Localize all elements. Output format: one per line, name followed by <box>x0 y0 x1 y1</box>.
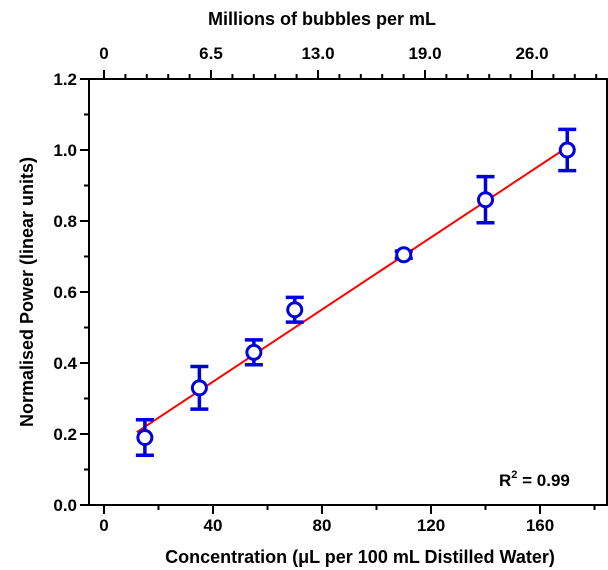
y-axis-title: Normalised Power (linear units) <box>17 157 37 427</box>
fit-line <box>136 142 574 434</box>
fit-line-group <box>136 142 574 434</box>
data-point <box>190 379 208 397</box>
r2-symbol: R <box>499 471 511 490</box>
y-tick-label: 0.8 <box>53 212 77 231</box>
r-squared-annotation: R2 = 0.99 <box>499 469 570 490</box>
top-x-tick-label: 0 <box>99 44 108 63</box>
data-point <box>136 429 154 447</box>
x-tick-label: 0 <box>99 516 108 535</box>
y-tick-label: 0.4 <box>53 354 77 373</box>
x-tick-label: 80 <box>313 516 332 535</box>
r2-superscript: 2 <box>511 469 517 481</box>
data-points <box>135 127 577 458</box>
data-point <box>558 141 576 159</box>
axis-ticks <box>80 70 598 514</box>
y-tick-label: 0.6 <box>53 283 77 302</box>
data-point <box>245 343 263 361</box>
data-point <box>286 301 304 319</box>
top-x-tick-label: 19.0 <box>408 44 441 63</box>
top-x-tick-label: 6.5 <box>199 44 223 63</box>
top-x-tick-label: 13.0 <box>301 44 334 63</box>
y-tick-label: 1.2 <box>53 70 77 89</box>
y-tick-label: 0.2 <box>53 425 77 444</box>
x-axis-title: Concentration (μL per 100 mL Distilled W… <box>165 547 555 567</box>
x-tick-label: 40 <box>204 516 223 535</box>
y-tick-label: 1.0 <box>53 141 77 160</box>
data-point <box>477 191 494 209</box>
r2-value: = 0.99 <box>517 471 569 490</box>
data-point <box>395 246 413 264</box>
top-axis-title: Millions of bubbles per mL <box>208 9 436 29</box>
axis-tick-labels: 0 40 80 120 160 0.0 0.2 0.4 0.6 0.8 1.0 1.2 0 6.5 13.0… <box>53 44 554 535</box>
x-tick-label: 160 <box>526 516 554 535</box>
top-x-tick-label: 26.0 <box>515 44 548 63</box>
x-tick-label: 120 <box>417 516 445 535</box>
y-tick-label: 0.0 <box>53 496 77 515</box>
